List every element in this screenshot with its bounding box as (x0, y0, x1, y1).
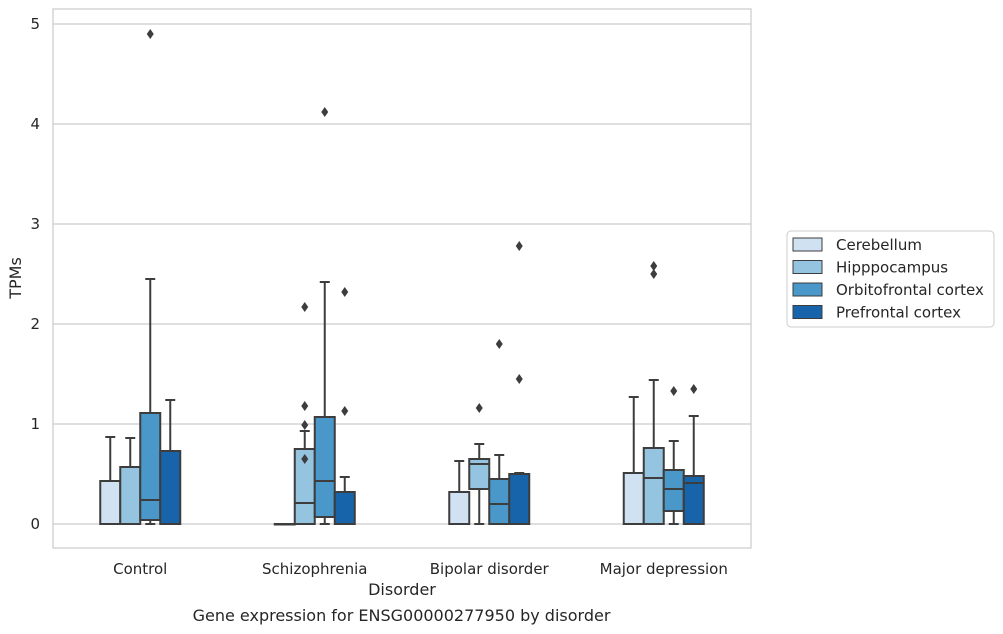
figure-caption: Gene expression for ENSG00000277950 by d… (192, 606, 611, 625)
box-group (313, 107, 336, 525)
y-tick-label: 5 (30, 15, 40, 33)
box-group (642, 261, 665, 525)
y-tick-label: 4 (30, 115, 40, 133)
box-iqr (682, 475, 705, 525)
box-iqr (119, 466, 142, 525)
box-iqr (468, 458, 491, 490)
y-axis-title: TPMs (6, 257, 25, 300)
legend-swatch (792, 237, 823, 252)
outlier-marker (650, 261, 658, 271)
box-plot-series (99, 29, 705, 526)
outlier-marker (301, 302, 309, 312)
box-iqr (508, 473, 531, 525)
outlier-marker (321, 107, 329, 117)
box-iqr (333, 491, 356, 525)
box-iqr (642, 447, 665, 525)
outlier-marker (301, 401, 309, 411)
box-iqr (159, 450, 182, 525)
box-group (159, 399, 182, 525)
box-iqr (488, 478, 511, 525)
x-tick-label: Major depression (600, 560, 728, 578)
outlier-marker (301, 420, 309, 430)
y-tick-label: 3 (30, 215, 40, 233)
legend-swatch (792, 305, 823, 319)
box-group (488, 339, 511, 525)
box-group (508, 241, 531, 525)
legend-label: Orbitofrontal cortex (836, 281, 984, 299)
box-iqr (139, 412, 162, 521)
box-iqr (313, 416, 336, 518)
legend-frame (786, 230, 995, 328)
box-group (99, 436, 122, 525)
legend-swatch (792, 282, 823, 297)
y-tick-label: 1 (30, 415, 40, 433)
outlier-marker (341, 406, 349, 416)
outlier-marker (515, 374, 523, 384)
box-group (293, 302, 316, 525)
box-group (468, 403, 491, 525)
box-iqr (662, 469, 685, 512)
y-tick-label: 0 (30, 515, 40, 533)
legend-swatch (792, 260, 823, 274)
box-iqr (622, 472, 645, 525)
outlier-marker (670, 386, 678, 396)
box-group (273, 523, 296, 526)
outlier-marker (301, 454, 309, 464)
outlier-marker (515, 241, 523, 251)
outlier-marker (341, 287, 349, 297)
box-iqr (99, 480, 122, 525)
outlier-marker (495, 339, 503, 349)
y-tick-label: 2 (30, 315, 40, 333)
outlier-marker (650, 269, 658, 279)
x-tick-label: Control (113, 560, 167, 578)
legend: Cerebellum Hipppocampus Orbitofrontal cort… (786, 230, 995, 328)
x-tick-label: Bipolar disorder (430, 560, 550, 578)
legend-label: Hipppocampus (836, 259, 948, 277)
legend-label: Prefrontal cortex (836, 304, 961, 322)
legend-label: Cerebellum (836, 236, 922, 254)
outlier-marker (475, 403, 483, 413)
outlier-marker (690, 384, 698, 394)
box-group (622, 396, 645, 525)
x-tick-label: Schizophrenia (262, 560, 367, 578)
y-axis-ticks: 0 1 2 3 4 5 (30, 15, 40, 533)
x-axis-ticks: Control Schizophrenia Bipolar disorder Majo… (113, 560, 728, 578)
box-group (448, 460, 471, 525)
box-group (139, 29, 162, 525)
x-axis-title: Disorder (368, 580, 436, 599)
box-group (333, 287, 356, 525)
box-iqr (448, 491, 471, 525)
box-group (682, 384, 705, 525)
outlier-marker (146, 29, 154, 39)
